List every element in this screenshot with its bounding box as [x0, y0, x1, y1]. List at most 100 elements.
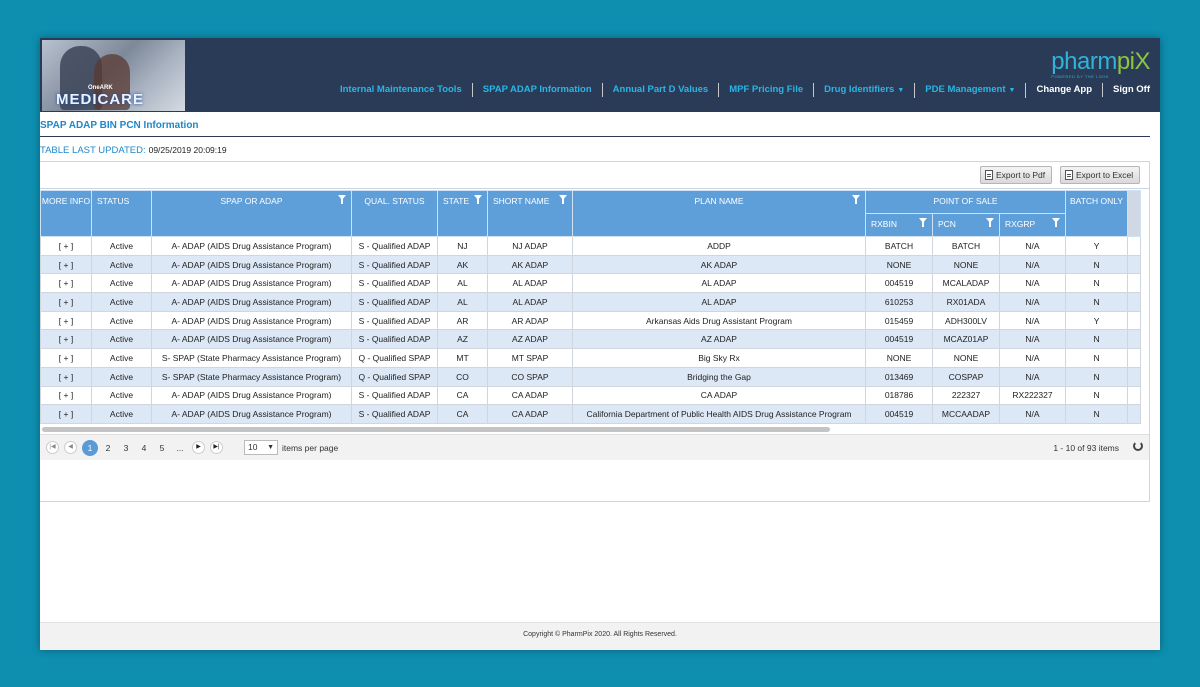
nav-change-app[interactable]: Change App — [1026, 83, 1104, 97]
qual-status-cell: S - Qualified ADAP — [351, 273, 438, 294]
nav-internal-maintenance-tools[interactable]: Internal Maintenance Tools — [330, 83, 473, 97]
plan-name-cell: AZ ADAP — [572, 329, 866, 350]
rxgrp-cell: N/A — [998, 254, 1067, 275]
more-info-toggle[interactable]: [ + ] — [40, 310, 92, 331]
table-row[interactable]: [ + ] Active A- ADAP (AIDS Drug Assistance… — [40, 254, 1142, 275]
plan-name-cell: ADDP — [572, 236, 866, 256]
page-4[interactable]: 4 — [141, 443, 147, 453]
state-cell: CA — [437, 404, 488, 424]
refresh-icon[interactable] — [1133, 441, 1143, 451]
nav-mpf-pricing-file[interactable]: MPF Pricing File — [719, 83, 815, 97]
more-info-toggle[interactable]: [ + ] — [40, 273, 92, 294]
rxgrp-cell: N/A — [998, 366, 1067, 387]
page-ellipsis[interactable]: ... — [176, 443, 184, 453]
state-cell: AZ — [437, 329, 488, 350]
col-state[interactable]: STATE — [437, 190, 488, 237]
chevron-down-icon: ▼ — [1008, 86, 1016, 94]
pharmpix-logo[interactable]: pharmpiX POWERED BY THE LOOK — [1051, 48, 1150, 79]
more-info-toggle[interactable]: [ + ] — [40, 404, 92, 424]
table-row[interactable]: [ + ] Active A- ADAP (AIDS Drug Assistance… — [40, 385, 1142, 406]
nav-label: SPAP ADAP Information — [482, 84, 592, 95]
more-info-toggle[interactable]: [ + ] — [40, 366, 92, 387]
plan-name-cell: Big Sky Rx — [572, 348, 866, 368]
brand-name-accent: piX — [1116, 48, 1151, 75]
first-page-icon[interactable]: |◀ — [46, 441, 59, 454]
col-rxbin[interactable]: RXBIN — [865, 213, 933, 237]
col-more-info[interactable]: MORE INFO — [40, 190, 92, 237]
col-qual-status[interactable]: QUAL. STATUS — [351, 190, 438, 237]
filter-icon[interactable] — [1052, 218, 1061, 227]
horizontal-scrollbar[interactable] — [42, 427, 830, 432]
nav-spap-adap-information[interactable]: SPAP ADAP Information — [473, 83, 603, 97]
nav-annual-part-d-values[interactable]: Annual Part D Values — [603, 83, 720, 97]
nav-sign-off[interactable]: Sign Off — [1103, 83, 1152, 97]
last-page-icon[interactable]: ▶| — [210, 441, 223, 454]
col-spap-or-adap[interactable]: SPAP OR ADAP — [151, 190, 352, 237]
status-cell: Active — [91, 254, 152, 275]
table-row[interactable]: [ + ] Active A- ADAP (AIDS Drug Assistance… — [40, 273, 1142, 294]
page-size-select[interactable]: 10 ▼ — [244, 440, 278, 455]
filter-icon[interactable] — [559, 195, 567, 204]
more-info-toggle[interactable]: [ + ] — [40, 254, 92, 275]
nav-drug-identifiers[interactable]: Drug Identifiers ▼ — [814, 82, 916, 98]
col-status[interactable]: STATUS — [91, 190, 152, 237]
page-3[interactable]: 3 — [123, 443, 129, 453]
pcn-cell: 222327 — [932, 385, 1000, 406]
plan-name-cell: Bridging the Gap — [572, 366, 866, 387]
more-info-toggle[interactable]: [ + ] — [40, 329, 92, 350]
state-cell: MT — [437, 348, 488, 368]
status-cell: Active — [91, 404, 152, 424]
more-info-toggle[interactable]: [ + ] — [40, 292, 92, 312]
table-row[interactable]: [ + ] Active S- SPAP (State Pharmacy Assis… — [40, 366, 1142, 387]
table-row[interactable]: [ + ] Active A- ADAP (AIDS Drug Assistance… — [40, 292, 1142, 312]
table-row[interactable]: [ + ] Active A- ADAP (AIDS Drug Assistance… — [40, 404, 1142, 424]
more-info-toggle[interactable]: [ + ] — [40, 236, 92, 256]
filter-icon[interactable] — [852, 195, 860, 204]
col-plan-name[interactable]: PLAN NAME — [572, 190, 866, 237]
pcn-cell: MCAZ01AP — [932, 329, 1000, 350]
plan-name-cell: AL ADAP — [572, 273, 866, 294]
table-row[interactable]: [ + ] Active A- ADAP (AIDS Drug Assistance… — [40, 310, 1142, 331]
col-label: QUAL. STATUS — [364, 196, 425, 206]
overflow-cell — [1127, 292, 1142, 312]
next-page-icon[interactable]: ▶ — [192, 441, 205, 454]
col-pcn[interactable]: PCN — [932, 213, 1000, 237]
filter-icon[interactable] — [474, 195, 482, 204]
rxbin-cell: 018786 — [865, 385, 933, 406]
pcn-cell: MCALADAP — [932, 273, 1000, 294]
type-cell: S- SPAP (State Pharmacy Assistance Progr… — [151, 366, 352, 387]
table-row[interactable]: [ + ] Active A- ADAP (AIDS Drug Assistance… — [40, 329, 1142, 350]
col-short-name[interactable]: SHORT NAME — [487, 190, 573, 237]
grid-toolbar: Export to Pdf Export to Excel — [40, 162, 1149, 189]
page-5[interactable]: 5 — [159, 443, 165, 453]
table-row[interactable]: [ + ] Active A- ADAP (AIDS Drug Assistance… — [40, 236, 1142, 256]
col-group-point-of-sale: POINT OF SALE — [864, 190, 1067, 214]
filter-icon[interactable] — [986, 218, 994, 227]
rxgrp-cell: N/A — [998, 404, 1067, 424]
more-info-toggle[interactable]: [ + ] — [40, 348, 92, 368]
filter-icon[interactable] — [338, 195, 346, 204]
more-info-toggle[interactable]: [ + ] — [40, 385, 92, 406]
page-1[interactable]: 1 — [82, 440, 98, 456]
export-excel-button[interactable]: Export to Excel — [1060, 166, 1141, 184]
nav-pde-management[interactable]: PDE Management ▼ — [915, 82, 1027, 98]
state-cell: AR — [437, 310, 488, 331]
page-title: SPAP ADAP BIN PCN Information — [40, 120, 199, 131]
export-pdf-button[interactable]: Export to Pdf — [980, 166, 1053, 184]
nav-label: Drug Identifiers — [824, 83, 895, 95]
prev-page-icon[interactable]: ◀ — [64, 441, 77, 454]
pager: |◀ ◀ 1 2 3 4 5 ... ▶ ▶| 10 ▼ items per pa… — [40, 434, 1149, 460]
nav-label: Annual Part D Values — [612, 84, 709, 95]
nav-label: Sign Off — [1113, 84, 1150, 95]
page-2[interactable]: 2 — [105, 443, 111, 453]
qual-status-cell: S - Qualified ADAP — [351, 254, 438, 275]
short-name-cell: AK ADAP — [487, 254, 573, 275]
col-rxgrp[interactable]: RXGRP — [998, 213, 1067, 237]
pcn-cell: RX01ADA — [932, 292, 1000, 312]
medicare-logo[interactable]: OneARK MEDICARE — [42, 40, 185, 111]
table-row[interactable]: [ + ] Active S- SPAP (State Pharmacy Assis… — [40, 348, 1142, 368]
overflow-cell — [1127, 236, 1142, 256]
status-cell: Active — [91, 236, 152, 256]
filter-icon[interactable] — [919, 218, 927, 227]
col-batch-only[interactable]: BATCH ONLY — [1065, 190, 1129, 237]
